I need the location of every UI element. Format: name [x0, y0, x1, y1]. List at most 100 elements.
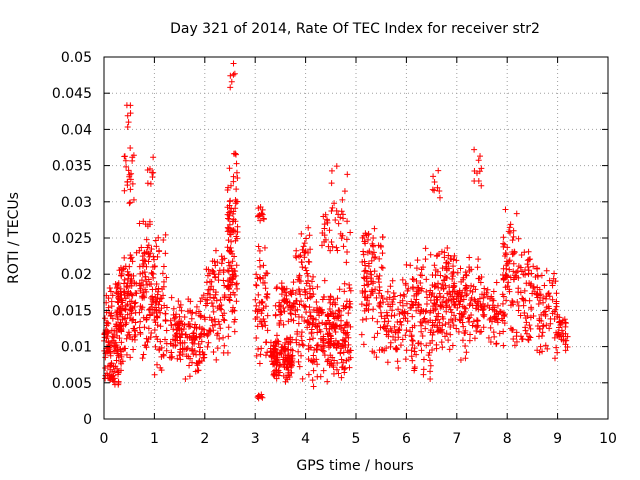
data-point	[192, 368, 199, 375]
data-point	[497, 309, 504, 316]
y-tick-label: 0.05	[61, 50, 92, 66]
data-point	[515, 307, 522, 314]
data-point	[555, 324, 562, 331]
data-point	[298, 333, 305, 340]
data-point	[303, 267, 310, 274]
data-point	[123, 163, 130, 170]
data-point	[373, 354, 380, 361]
data-point	[118, 339, 125, 346]
data-point	[457, 265, 464, 272]
data-point	[195, 308, 202, 315]
data-point	[229, 281, 236, 288]
data-point	[403, 300, 410, 307]
data-point	[295, 348, 302, 355]
data-point	[450, 263, 457, 270]
data-point	[115, 380, 122, 387]
x-tick-label: 10	[599, 431, 617, 447]
data-point	[178, 307, 185, 314]
data-point	[560, 330, 567, 337]
data-point	[152, 343, 159, 350]
data-point	[126, 171, 133, 178]
data-point	[305, 356, 312, 363]
data-point	[148, 301, 155, 308]
data-point	[385, 333, 392, 340]
data-point	[142, 342, 149, 349]
data-point	[186, 362, 193, 369]
data-point	[124, 268, 131, 275]
data-point	[400, 291, 407, 298]
data-point	[427, 309, 434, 316]
data-point	[489, 296, 496, 303]
data-point	[479, 291, 486, 298]
data-point	[143, 263, 150, 270]
data-point	[515, 274, 522, 281]
data-point	[433, 253, 440, 260]
data-point	[151, 263, 158, 270]
data-point	[138, 277, 145, 284]
data-point	[501, 320, 508, 327]
data-point	[426, 357, 433, 364]
data-point	[137, 270, 144, 277]
data-point	[551, 270, 558, 277]
data-point	[438, 248, 445, 255]
data-point	[485, 334, 492, 341]
data-point	[144, 281, 151, 288]
data-point	[494, 316, 501, 323]
data-point	[289, 360, 296, 367]
data-point	[298, 352, 305, 359]
data-point	[144, 167, 151, 174]
data-point	[262, 339, 269, 346]
data-point	[207, 328, 214, 335]
data-point	[447, 306, 454, 313]
data-point	[162, 231, 169, 238]
data-point	[103, 370, 110, 377]
data-point	[378, 313, 385, 320]
data-point	[323, 320, 330, 327]
data-point	[467, 287, 474, 294]
data-point	[176, 304, 183, 311]
data-point	[272, 311, 279, 318]
data-point	[329, 243, 336, 250]
data-point	[319, 296, 326, 303]
data-point	[459, 319, 466, 326]
data-point	[156, 248, 163, 255]
data-point	[499, 300, 506, 307]
data-point	[258, 318, 265, 325]
data-point	[143, 236, 150, 243]
data-point	[145, 325, 152, 332]
data-point	[254, 308, 261, 315]
data-point	[234, 174, 241, 181]
data-point	[185, 323, 192, 330]
data-point	[313, 323, 320, 330]
data-point	[522, 327, 529, 334]
data-point	[162, 250, 169, 257]
data-point	[330, 370, 337, 377]
data-point	[446, 346, 453, 353]
data-point	[466, 314, 473, 321]
data-point	[423, 288, 430, 295]
data-point	[410, 276, 417, 283]
data-point	[319, 229, 326, 236]
data-point	[176, 333, 183, 340]
data-point	[319, 347, 326, 354]
data-point	[136, 309, 143, 316]
data-point	[286, 299, 293, 306]
data-point	[221, 342, 228, 349]
data-point	[209, 267, 216, 274]
data-point	[436, 319, 443, 326]
data-point	[465, 315, 472, 322]
data-point	[364, 294, 371, 301]
data-point	[411, 363, 418, 370]
data-point	[341, 366, 348, 373]
data-point	[252, 281, 259, 288]
data-point	[375, 290, 382, 297]
data-point	[307, 313, 314, 320]
data-point	[475, 157, 482, 164]
data-point	[384, 322, 391, 329]
data-point	[503, 297, 510, 304]
data-point	[331, 357, 338, 364]
data-point	[397, 319, 404, 326]
data-point	[227, 291, 234, 298]
data-point	[562, 347, 569, 354]
data-point	[302, 289, 309, 296]
